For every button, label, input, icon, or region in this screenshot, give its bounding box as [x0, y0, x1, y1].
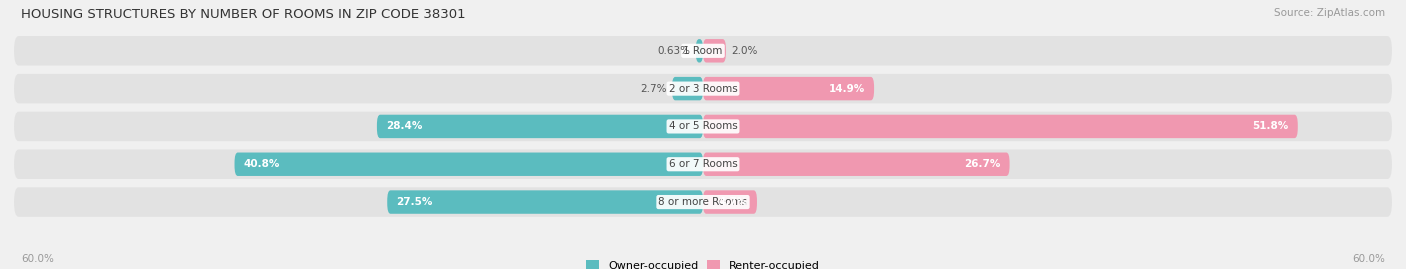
- FancyBboxPatch shape: [387, 190, 703, 214]
- FancyBboxPatch shape: [14, 150, 1392, 179]
- Text: 6 or 7 Rooms: 6 or 7 Rooms: [669, 159, 737, 169]
- FancyBboxPatch shape: [703, 153, 1010, 176]
- Text: 28.4%: 28.4%: [387, 121, 422, 132]
- Text: Source: ZipAtlas.com: Source: ZipAtlas.com: [1274, 8, 1385, 18]
- FancyBboxPatch shape: [14, 74, 1392, 103]
- Text: 1 Room: 1 Room: [683, 46, 723, 56]
- Text: 4 or 5 Rooms: 4 or 5 Rooms: [669, 121, 737, 132]
- FancyBboxPatch shape: [703, 77, 875, 100]
- FancyBboxPatch shape: [703, 190, 756, 214]
- Text: 60.0%: 60.0%: [21, 254, 53, 264]
- FancyBboxPatch shape: [377, 115, 703, 138]
- Text: 60.0%: 60.0%: [1353, 254, 1385, 264]
- FancyBboxPatch shape: [14, 112, 1392, 141]
- Text: 2 or 3 Rooms: 2 or 3 Rooms: [669, 84, 737, 94]
- Text: 2.0%: 2.0%: [731, 46, 758, 56]
- Text: 26.7%: 26.7%: [965, 159, 1001, 169]
- Text: 2.7%: 2.7%: [640, 84, 666, 94]
- FancyBboxPatch shape: [14, 36, 1392, 66]
- Text: 8 or more Rooms: 8 or more Rooms: [658, 197, 748, 207]
- FancyBboxPatch shape: [703, 39, 725, 62]
- FancyBboxPatch shape: [672, 77, 703, 100]
- Text: 0.63%: 0.63%: [657, 46, 690, 56]
- FancyBboxPatch shape: [703, 115, 1298, 138]
- FancyBboxPatch shape: [235, 153, 703, 176]
- Text: 14.9%: 14.9%: [828, 84, 865, 94]
- FancyBboxPatch shape: [696, 39, 703, 62]
- Legend: Owner-occupied, Renter-occupied: Owner-occupied, Renter-occupied: [581, 256, 825, 269]
- Text: 51.8%: 51.8%: [1253, 121, 1289, 132]
- Text: 4.7%: 4.7%: [718, 197, 748, 207]
- Text: 40.8%: 40.8%: [243, 159, 280, 169]
- FancyBboxPatch shape: [14, 187, 1392, 217]
- Text: HOUSING STRUCTURES BY NUMBER OF ROOMS IN ZIP CODE 38301: HOUSING STRUCTURES BY NUMBER OF ROOMS IN…: [21, 8, 465, 21]
- Text: 27.5%: 27.5%: [396, 197, 433, 207]
